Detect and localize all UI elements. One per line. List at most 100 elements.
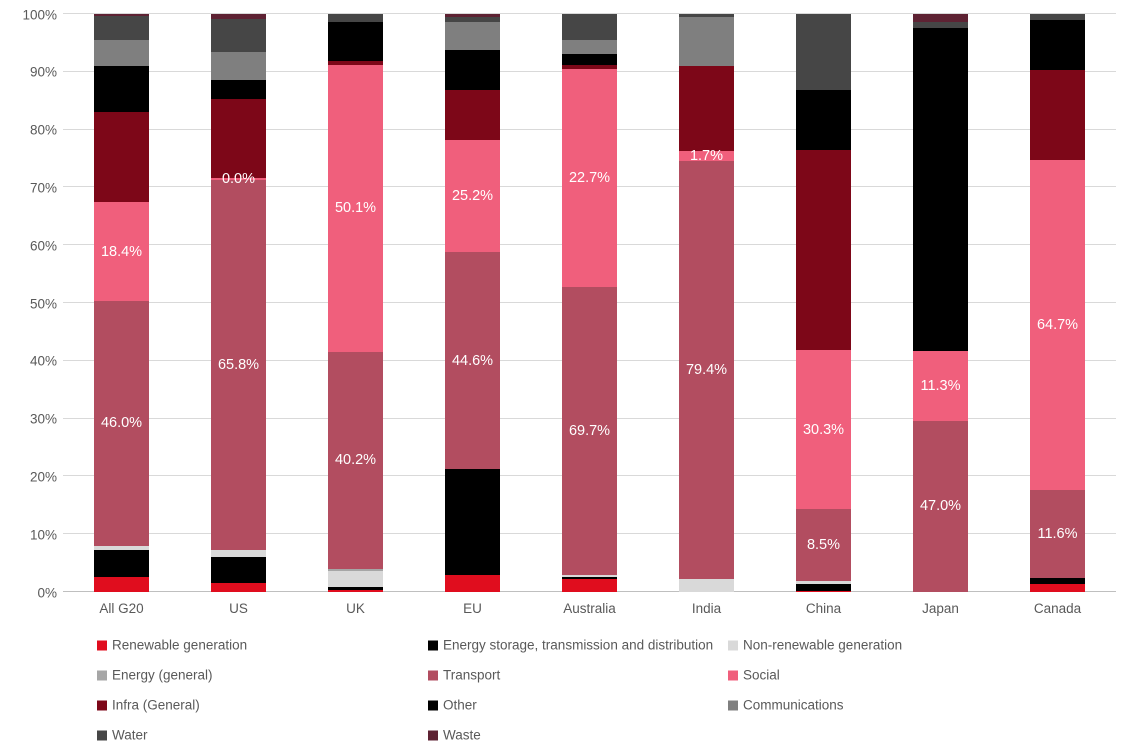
legend-item-transport[interactable]: Transport: [428, 668, 500, 683]
bar-segment-social[interactable]: [94, 202, 149, 301]
bar-segment-other[interactable]: [328, 22, 383, 61]
bar-segment-energy-storage-transmission-and-distribution[interactable]: [328, 587, 383, 590]
bar-segment-energy-storage-transmission-and-distribution[interactable]: [445, 469, 500, 576]
legend-row: Energy (general) Transport Social: [0, 660, 1122, 690]
bar-segment-waste[interactable]: [211, 14, 266, 19]
bar-slot-canada: 11.6% 64.7% Canada: [999, 14, 1116, 616]
bar-segment-renewable-generation[interactable]: [211, 582, 266, 592]
bar-segment-other[interactable]: [211, 79, 266, 100]
bar-segment-transport[interactable]: [796, 509, 851, 582]
legend-swatch-energy-storage-transmission-and-distribution: [428, 640, 438, 650]
legend-item-waste[interactable]: Waste: [428, 728, 481, 743]
bar-segment-non-renewable-generation[interactable]: [679, 578, 734, 592]
bar-segment-social[interactable]: [1030, 160, 1085, 491]
bar-segment-social[interactable]: [679, 151, 734, 161]
bar-segment-waste[interactable]: [94, 14, 149, 17]
legend-swatch-non-renewable-generation: [728, 640, 738, 650]
bar-segment-energy-storage-transmission-and-distribution[interactable]: [796, 583, 851, 591]
bar-segment-social[interactable]: [796, 350, 851, 510]
bar-segment-renewable-generation[interactable]: [94, 576, 149, 592]
bar-segment-renewable-generation[interactable]: [445, 575, 500, 592]
bar-segment-transport[interactable]: [445, 251, 500, 470]
bar-segment-communications[interactable]: [94, 39, 149, 66]
bar-segment-water[interactable]: [211, 18, 266, 52]
bar-segment-water[interactable]: [562, 14, 617, 41]
bar-segment-infra-general[interactable]: [562, 64, 617, 69]
bar-segment-transport[interactable]: [913, 420, 968, 592]
bar-segment-non-renewable-generation[interactable]: [328, 570, 383, 588]
bar-segment-social[interactable]: [913, 350, 968, 421]
bar-segment-other[interactable]: [1030, 19, 1085, 71]
bar-segment-transport[interactable]: [562, 286, 617, 575]
bar-segment-water[interactable]: [445, 16, 500, 23]
legend-item-water[interactable]: Water: [97, 728, 148, 743]
legend-item-non-renewable-generation[interactable]: Non-renewable generation: [728, 638, 902, 653]
x-axis-label: UK: [346, 601, 365, 616]
bar-segment-non-renewable-generation[interactable]: [211, 549, 266, 557]
bar-segment-infra-general[interactable]: [94, 111, 149, 203]
legend-item-renewable-generation[interactable]: Renewable generation: [97, 638, 247, 653]
bar-segment-other[interactable]: [445, 49, 500, 90]
legend-item-infra-general[interactable]: Infra (General): [97, 698, 200, 713]
y-tick-label: 100%: [22, 7, 57, 22]
bar-segment-energy-storage-transmission-and-distribution[interactable]: [562, 577, 617, 580]
legend-item-social[interactable]: Social: [728, 668, 780, 683]
legend-item-energy-general[interactable]: Energy (general): [97, 668, 213, 683]
bar-slot-uk: 40.2% 50.1% UK: [297, 14, 414, 616]
bar-segment-transport[interactable]: [94, 300, 149, 546]
bar-segment-energy-storage-transmission-and-distribution[interactable]: [211, 556, 266, 583]
bar-segment-renewable-generation[interactable]: [796, 590, 851, 592]
legend-label: Infra (General): [112, 697, 200, 713]
bar-segment-other[interactable]: [913, 27, 968, 351]
bar-segment-renewable-generation[interactable]: [1030, 583, 1085, 592]
bar-segment-energy-general[interactable]: [328, 568, 383, 571]
bar-segment-communications[interactable]: [211, 51, 266, 80]
bar-segment-infra-general[interactable]: [796, 150, 851, 351]
x-axis-label: India: [691, 601, 722, 616]
bar-segment-social[interactable]: [562, 68, 617, 287]
bar-segment-energy-storage-transmission-and-distribution[interactable]: [1030, 578, 1085, 584]
legend-swatch-infra-general: [97, 700, 107, 710]
bar-segment-infra-general[interactable]: [679, 66, 734, 152]
bar-segment-water[interactable]: [1030, 14, 1085, 20]
bar-segment-water[interactable]: [796, 14, 851, 91]
bar-segment-renewable-generation[interactable]: [562, 579, 617, 592]
bar-segment-infra-general[interactable]: [1030, 70, 1085, 161]
bars-container: 46.0% 18.4% All G20 65.8% 0.0% US 40.2% 50.1% UK…: [63, 14, 1116, 616]
x-axis-label: China: [805, 601, 842, 616]
bar-segment-non-renewable-generation[interactable]: [562, 574, 617, 577]
bar-segment-social[interactable]: [211, 178, 266, 180]
bar-segment-other[interactable]: [796, 90, 851, 151]
bar-segment-waste[interactable]: [913, 14, 968, 23]
bar-segment-communications[interactable]: [445, 22, 500, 50]
bar-segment-energy-storage-transmission-and-distribution[interactable]: [94, 549, 149, 577]
bar-slot-eu: 44.6% 25.2% EU: [414, 14, 531, 616]
bar-segment-social[interactable]: [445, 140, 500, 252]
bar-segment-water[interactable]: [679, 14, 734, 17]
bar-segment-water[interactable]: [94, 16, 149, 40]
bar-segment-non-renewable-generation[interactable]: [94, 545, 149, 550]
bar-segment-communications[interactable]: [562, 40, 617, 54]
bar-slot-japan: 47.0% 11.3% Japan: [882, 14, 999, 616]
bar-segment-transport[interactable]: [328, 351, 383, 569]
bar-segment-waste[interactable]: [445, 14, 500, 17]
bar-segment-infra-general[interactable]: [445, 89, 500, 141]
bar-segment-social[interactable]: [328, 64, 383, 352]
bar-segment-infra-general[interactable]: [328, 60, 383, 65]
legend-item-energy-storage-transmission-and-distribution[interactable]: Energy storage, transmission and distrib…: [428, 638, 713, 653]
bar-segment-water[interactable]: [913, 22, 968, 28]
legend-item-communications[interactable]: Communications: [728, 698, 844, 713]
legend-item-other[interactable]: Other: [428, 698, 477, 713]
bar-segment-transport[interactable]: [1030, 490, 1085, 579]
bar-segment-communications[interactable]: [679, 16, 734, 67]
bar-segment-non-renewable-generation[interactable]: [796, 581, 851, 584]
bar-segment-transport[interactable]: [679, 160, 734, 579]
bar-segment-infra-general[interactable]: [211, 99, 266, 179]
bar-segment-other[interactable]: [94, 65, 149, 112]
bar-segment-other[interactable]: [562, 53, 617, 65]
y-tick-label: 30%: [29, 411, 57, 427]
bar-slot-china: 8.5% 30.3% China: [765, 14, 882, 616]
bar-segment-water[interactable]: [328, 14, 383, 23]
bar-segment-renewable-generation[interactable]: [328, 589, 383, 592]
bar-segment-transport[interactable]: [211, 179, 266, 550]
